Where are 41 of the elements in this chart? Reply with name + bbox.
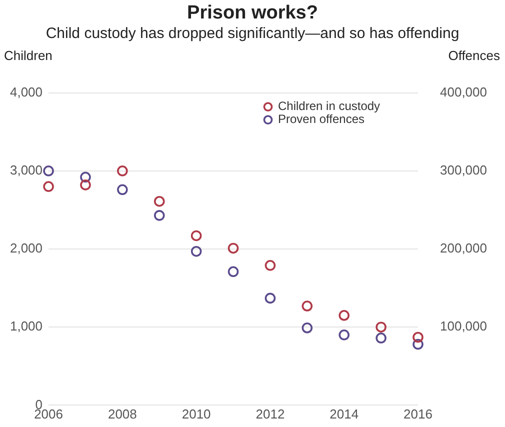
point (190, 246, 202, 257)
y-tick-label: 3,000 (10, 162, 43, 178)
y2-tick-label: 200,000 (440, 240, 488, 256)
x-tick-label: 2012 (256, 406, 285, 422)
y2-tick-label: 300,000 (440, 162, 488, 178)
y2-axis-title: Offences (448, 48, 500, 63)
point (338, 330, 350, 340)
point (154, 210, 165, 221)
point (302, 300, 313, 312)
legend-label: Children in custody (278, 99, 380, 114)
point (80, 172, 91, 183)
legend-label: Proven offences (278, 112, 365, 126)
point (154, 196, 165, 207)
point (376, 332, 386, 344)
x-tick-label: 2016 (404, 406, 432, 422)
point (412, 338, 424, 350)
point (264, 292, 276, 304)
y2-tick-label: 400,000 (440, 84, 488, 100)
point (412, 332, 424, 343)
x-tick-label: 2010 (182, 406, 211, 422)
point (302, 322, 313, 334)
point (228, 266, 239, 278)
point (43, 166, 54, 176)
point (80, 180, 91, 190)
y-tick-label: 1,000 (10, 318, 43, 334)
chart-subtitle: Child custody has dropped significantly—and so has offending (46, 24, 460, 42)
point (264, 260, 276, 271)
point (190, 230, 202, 242)
point (228, 242, 239, 254)
y-axis-title: Children (4, 48, 52, 63)
point (338, 310, 350, 321)
point (117, 166, 128, 176)
y-tick-label: 4,000 (10, 84, 43, 100)
y2-tick-label: 100,000 (440, 318, 488, 334)
chart-title: Prison works? (187, 2, 318, 24)
point (117, 184, 128, 196)
y-tick-label: 2,000 (10, 240, 43, 256)
x-tick-label: 2008 (108, 406, 137, 422)
x-tick-label: 2014 (330, 406, 359, 422)
point (43, 181, 54, 192)
point (376, 322, 386, 332)
